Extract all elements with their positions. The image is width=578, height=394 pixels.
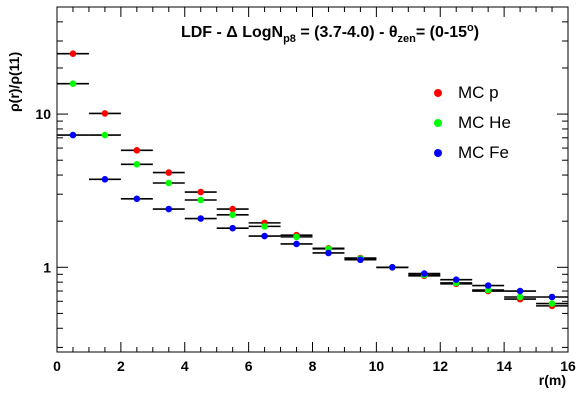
data-point	[293, 233, 300, 241]
data-point	[484, 286, 492, 294]
x-tick-label: 2	[117, 358, 125, 374]
data-point	[165, 179, 173, 187]
y-tick-label: 10	[35, 106, 51, 122]
data-point	[165, 169, 173, 176]
y-axis-label: ρ(r)/ρ(11)	[6, 51, 22, 112]
data-point	[357, 256, 364, 264]
x-tick-label: 4	[181, 358, 189, 374]
y-tick-label: 1	[43, 259, 51, 275]
data-point	[548, 293, 556, 301]
data-point	[69, 131, 77, 139]
data-point	[293, 240, 300, 248]
data-point	[229, 224, 236, 232]
data-point	[165, 205, 173, 213]
data-point	[261, 223, 268, 230]
x-tick-label: 12	[432, 358, 448, 374]
legend-label: MC Fe	[458, 143, 509, 162]
x-tick-label: 14	[496, 358, 512, 374]
data-point	[516, 293, 524, 301]
x-tick-label: 6	[245, 358, 253, 374]
data-point	[101, 176, 109, 183]
data-point	[389, 263, 396, 271]
x-tick-label: 0	[53, 358, 61, 374]
legend-marker-blue	[434, 149, 442, 157]
legend-label: MC He	[458, 113, 511, 132]
legend-label: MC p	[458, 83, 499, 102]
data-point	[133, 147, 141, 154]
x-tick-label: 8	[309, 358, 317, 374]
legend-marker-green	[434, 119, 442, 127]
data-point	[325, 249, 332, 257]
data-point	[516, 287, 524, 295]
data-point	[484, 282, 492, 289]
data-point	[69, 80, 77, 87]
x-tick-label: 16	[560, 358, 576, 374]
data-point	[229, 205, 236, 213]
data-point	[197, 196, 205, 204]
legend: MC p MC He MC Fe	[434, 78, 511, 168]
data-point	[101, 110, 109, 117]
chart-title: LDF - Δ LogNp8 = (3.7-4.0) - θzen= (0-15…	[180, 22, 480, 45]
data-point	[261, 232, 268, 240]
x-tick-label: 10	[369, 358, 385, 374]
data-point	[197, 215, 205, 222]
data-point	[133, 195, 141, 203]
x-axis-label: r(m)	[538, 372, 566, 388]
data-point	[229, 211, 236, 219]
data-point	[133, 161, 141, 168]
legend-entry-mc-p: MC p	[434, 78, 511, 108]
legend-entry-mc-fe: MC Fe	[434, 138, 511, 168]
data-point	[548, 300, 556, 307]
data-point	[420, 270, 428, 277]
legend-entry-mc-he: MC He	[434, 108, 511, 138]
plot-frame	[56, 6, 569, 353]
data-point	[101, 131, 109, 139]
data-point	[69, 50, 77, 57]
legend-marker-red	[434, 89, 442, 97]
data-point	[452, 276, 460, 283]
data-point	[197, 188, 205, 196]
